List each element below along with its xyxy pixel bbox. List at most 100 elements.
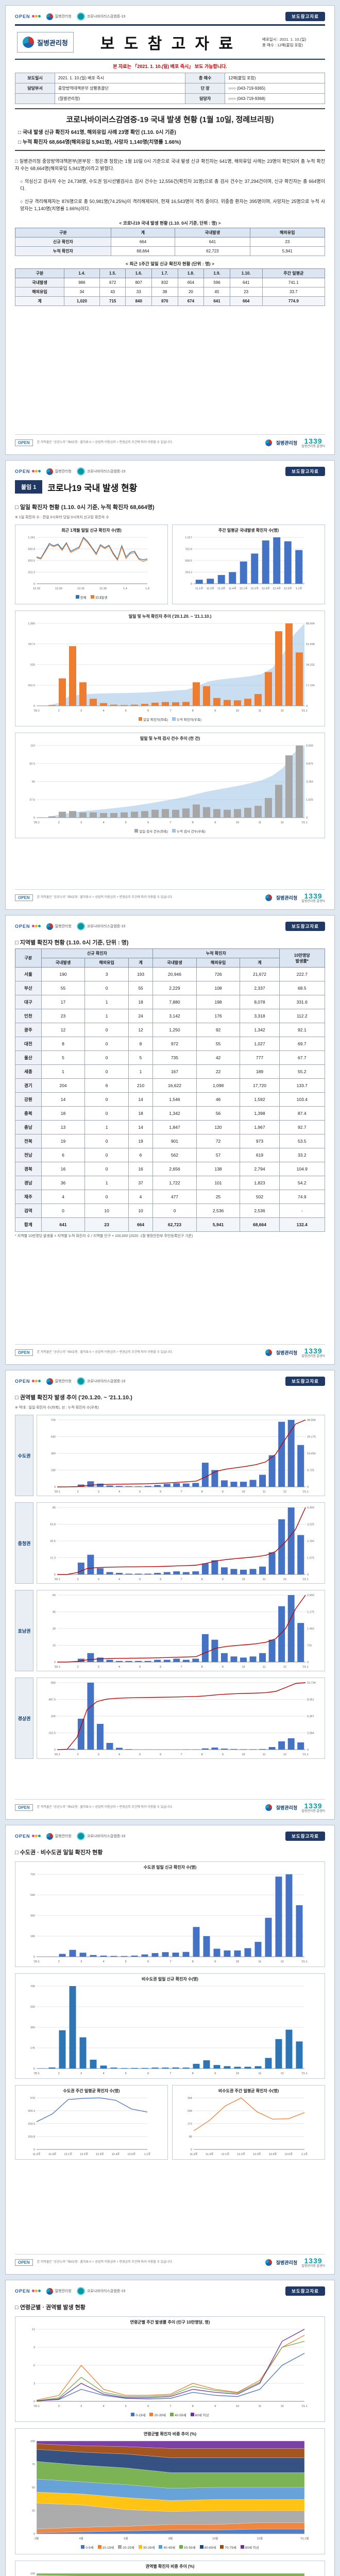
contact-table: 보도일시 2021. 1. 10.(일) 배포 즉시 총 매수 12매(붙임 포함) 담… [15, 73, 325, 104]
svg-text:8: 8 [192, 709, 194, 713]
kdca-logo-text: 질병관리청 [55, 925, 72, 928]
table-caption: < 최근 1주간 일일 신규 확진자 현황 (단위 : 명) > [126, 261, 214, 266]
svg-text:4: 4 [118, 1666, 120, 1669]
svg-text:'21.1: '21.1 [301, 2405, 308, 2408]
svg-text:7: 7 [180, 1578, 182, 1581]
doc-meta: 배포일시 : 2021. 1. 10.(일) 총 매수 : 12매(붙임 포함) [262, 37, 323, 48]
svg-text:1,450: 1,450 [307, 1628, 314, 1631]
org-name: 질병관리청 [37, 39, 68, 47]
svg-text:508.5: 508.5 [185, 560, 192, 563]
chart-title: 연령군별 확진자 비중 추이 (%) [143, 2432, 197, 2436]
svg-text:3: 3 [80, 821, 82, 824]
svg-text:0: 0 [33, 583, 35, 586]
svg-text:3: 3 [98, 1578, 99, 1581]
svg-text:4: 4 [103, 2405, 104, 2408]
kdca-logo: 질병관리청 [46, 1378, 72, 1385]
svg-text:720: 720 [30, 1873, 35, 1876]
page-top-strip: OPEN 질병관리청 코로나바이러스감염증-19 보도참고자료 [15, 1832, 325, 1841]
svg-text:1.1주: 1.1주 [296, 587, 302, 590]
open-licence-logo: OPEN [15, 1834, 41, 1839]
age-rate-line-chart: '20.1 2 3 4 5 6 7 8 9 10 11 12 '21.1 12 9 6 3 0 [18, 2326, 322, 2409]
chart-title: 일일 및 누적 확진자 추이 ('20.1.20. ~ '21.1.10.) [128, 614, 212, 619]
svg-text:9: 9 [222, 1753, 224, 1756]
headline-sub-2: □ 누적 확진자 68,664명(해외유입 5,941명), 사망자 1,140… [18, 140, 181, 145]
open-logo-dots [31, 1379, 41, 1383]
svg-text:12.15: 12.15 [33, 587, 40, 590]
open-logo-dots [31, 2289, 41, 2293]
svg-text:0: 0 [33, 2533, 35, 2536]
body-paragraph: □ 질병관리청 중앙방역대책본부(본부장 : 정은경 청장)는 1월 10일 0… [15, 159, 325, 171]
svg-text:2: 2 [77, 1490, 79, 1494]
svg-text:9: 9 [214, 709, 216, 713]
svg-text:6: 6 [147, 2405, 149, 2408]
svg-text:360: 360 [51, 1452, 56, 1455]
svg-text:10: 10 [242, 1666, 245, 1669]
page-4: OPEN 질병관리청 코로나바이러스감염증-19 보도참고자료 □ 권역별 확진… [5, 1370, 335, 1820]
svg-text:4,300: 4,300 [307, 1506, 314, 1510]
svg-text:3: 3 [33, 2382, 35, 2385]
call-center-1339-logo: 1339 질병관리청 콜센터 [301, 2257, 325, 2268]
svg-text:2월: 2월 [35, 2536, 39, 2540]
svg-text:6월: 6월 [124, 2536, 128, 2540]
licence-notice: 본 저작물은 "공공누리" 제4유형 : 출처표시 + 상업적 이용금지 + 변… [37, 895, 173, 899]
chart-title: 수도권 일일 신규 확진자 수(명) [143, 1865, 197, 1870]
covid19-emblem-icon [76, 12, 85, 21]
svg-text:11.2주: 11.2주 [207, 587, 214, 590]
chart-region-share: 권역별 확진자 비중 추이 (%) 2월4월6월8월10월12월'21.1월10… [15, 2561, 325, 2576]
svg-text:12: 12 [281, 1960, 284, 1963]
covid19-logo: 코로나바이러스감염증-19 [76, 1832, 125, 1840]
svg-text:30: 30 [53, 1628, 56, 1631]
svg-text:8: 8 [201, 1490, 203, 1494]
page-3: OPEN 질병관리청 코로나바이러스감염증-19 보도참고자료 □ 지역별 확진… [5, 915, 335, 1365]
svg-text:45: 45 [53, 1611, 56, 1614]
svg-text:12: 12 [281, 2072, 284, 2075]
svg-text:1,241: 1,241 [28, 536, 35, 539]
kdca-footer-text: 질병관리청 [276, 2260, 298, 2265]
open-licence-logo: OPEN [15, 2289, 41, 2294]
svg-text:6: 6 [160, 1490, 161, 1494]
svg-text:12.3주: 12.3주 [262, 587, 270, 590]
svg-text:1,625: 1,625 [306, 799, 313, 802]
kdca-logo-text: 질병관리청 [55, 2290, 72, 2293]
svg-text:34,332: 34,332 [306, 664, 315, 667]
page-top-strip: OPEN 질병관리청 코로나바이러스감염증-19 보도참고자료 [15, 922, 325, 931]
svg-text:15: 15 [53, 1645, 56, 1648]
section-title: □ 수도권 · 비수도권 일일 확진자 현황 [15, 1850, 103, 1856]
page-footer-strip: OPEN 본 저작물은 "공공누리" 제4유형 : 출처표시 + 상업적 이용금… [15, 1799, 325, 1813]
page-1: OPEN 질병관리청 코로나바이러스감염증-19 보도참고자료 질병관리청 보 … [5, 5, 335, 455]
svg-text:0: 0 [33, 2067, 35, 2071]
svg-text:0: 0 [54, 1486, 56, 1489]
chungcheong-combo-chart: '20.1 2 3 4 5 6 7 8 9 10 11 12 '21.1 85 63.8 42.5 21.3 0 4… [39, 1504, 323, 1582]
svg-text:0: 0 [33, 705, 35, 708]
kdca-emblem-icon [23, 37, 34, 48]
svg-text:'21.1월: '21.1월 [300, 2536, 309, 2540]
attachment-header: 붙임 1 코로나19 국내 발생 현황 [15, 480, 325, 494]
svg-text:2,684: 2,684 [307, 1732, 314, 1735]
svg-text:0: 0 [33, 817, 35, 820]
svg-text:21.3: 21.3 [50, 1557, 56, 1560]
covid19-logo-text: 코로나바이러스감염증-19 [87, 2290, 126, 2293]
svg-text:4: 4 [103, 1960, 104, 1963]
svg-text:4: 4 [118, 1490, 120, 1494]
covid19-emblem-icon [76, 467, 85, 476]
nonsudogwon-daily-bar-chart: 700 525 350 175 0'20.1 2 3 4 5 6 7 8 9 10 11 12 '21.1 [18, 1983, 322, 2076]
chart-cumulative-cases: 일일 및 누적 확진자 추이 ('20.1.20. ~ '21.1.10.) '… [15, 611, 325, 726]
svg-text:2: 2 [58, 1960, 60, 1963]
nonsudogwon-weekly-line-chart: 11.3주 11.4주 12.1주 12.2주 12.3주 12.4주 12.5주 1.1주 3… [175, 2095, 322, 2157]
svg-text:11: 11 [258, 821, 261, 824]
svg-text:12: 12 [281, 821, 284, 824]
region-label: 충청권 [15, 1502, 33, 1584]
svg-text:7: 7 [169, 709, 171, 713]
section-note: ※ 막대 : 일일 확진자 수(좌축), 선 : 누적 확진자 수(우축) [15, 1406, 99, 1410]
svg-text:63.8: 63.8 [50, 1523, 56, 1527]
release-date: 배포일시 : 2021. 1. 10.(일) [262, 37, 307, 42]
svg-text:525: 525 [30, 2006, 35, 2009]
kdca-footer-text: 질병관리청 [276, 895, 298, 901]
svg-text:172: 172 [188, 2123, 192, 2126]
svg-text:'21.1: '21.1 [302, 1490, 309, 1494]
svg-text:12: 12 [281, 709, 284, 713]
kdca-logo-text: 질병관리청 [55, 1835, 72, 1838]
page-5: OPEN 질병관리청 코로나바이러스감염증-19 보도참고자료 □ 수도권 · … [5, 1825, 335, 2275]
svg-text:8: 8 [201, 1578, 203, 1581]
